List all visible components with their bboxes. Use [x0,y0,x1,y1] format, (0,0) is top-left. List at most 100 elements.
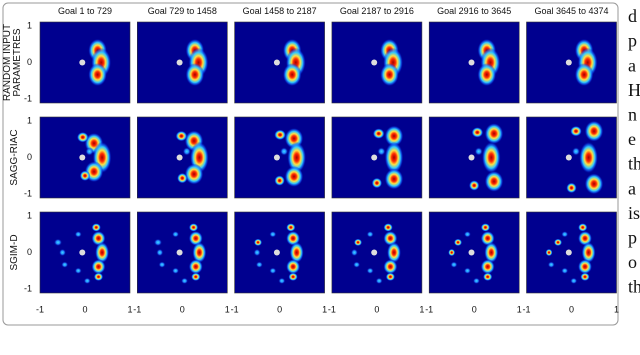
body-text-fragment: e [628,129,636,149]
density-blob [74,231,82,238]
y-tick-label: 0 [27,152,32,162]
body-text-fragment: a [628,55,636,75]
heatmap-panel [234,22,325,103]
density-blob [553,238,563,247]
density-blob [463,267,471,274]
density-blob [91,259,106,275]
density-blob [83,277,91,285]
column-header: Goal 2187 to 2916 [340,6,414,16]
density-blob [156,248,164,257]
density-blob [471,127,484,138]
start-point [79,154,86,161]
panel-border [137,116,228,199]
start-point [468,154,475,161]
density-blob [570,277,578,285]
density-blob [561,267,569,274]
start-point [273,154,280,161]
start-point [565,249,572,256]
start-point [273,59,280,66]
body-text-fragment: th [628,277,640,297]
density-blob [384,141,404,174]
density-blob [253,238,263,247]
density-blob [353,238,363,247]
heatmap-panel [137,22,228,103]
x-tick-label: -1 [328,304,336,314]
density-blob [58,248,67,257]
start-point [371,249,378,256]
row-label-line: SAGG-RIAC [9,129,20,185]
density-blob [571,147,581,156]
density-blob [85,147,94,156]
heatmap-panel [40,22,130,103]
x-tick-label: -1 [36,304,44,314]
x-tick-label: 0 [277,304,282,314]
heatmap-panel [429,22,520,103]
density-blob [353,261,361,268]
panel-border [526,211,617,294]
density-blob [483,272,493,282]
row-label-line: PARAMETRES [12,28,23,96]
x-tick-label: -1 [231,304,239,314]
density-blob [578,223,588,232]
density-blob [177,172,188,184]
density-blob [274,175,285,186]
density-blob [468,180,480,191]
row-label: SAGG-RIAC [9,129,20,185]
density-blob [158,261,166,268]
start-point [79,249,86,256]
heatmap-panel [234,212,325,293]
panel-border [331,211,423,294]
start-point [565,154,572,161]
density-blob [74,267,82,274]
density-blob [372,128,385,139]
body-text-fragment: a [628,178,636,198]
start-point [565,59,572,66]
density-blob [584,173,604,195]
density-blob [453,238,463,247]
row-label-line: RANDOM INPUT [2,24,13,101]
density-blob [545,248,553,257]
x-tick-label: 0 [472,304,477,314]
density-blob [175,130,188,142]
density-blob [448,248,456,257]
density-blob [561,231,569,238]
density-blob [181,277,189,285]
heatmap-panel [331,117,422,198]
density-blob [172,231,180,238]
x-tick-label: -1 [133,304,141,314]
density-blob [253,248,261,257]
density-blob [289,241,304,264]
density-blob [280,147,289,156]
density-blob [570,125,582,137]
panel-border [234,116,325,199]
x-tick-label: 0 [374,304,379,314]
density-blob [574,63,594,87]
y-tick-label: -1 [24,283,32,293]
density-blob [61,261,69,268]
density-blob [88,63,107,87]
density-blob [184,163,204,185]
x-tick-label: 1 [517,304,522,314]
body-text-fragment: p [628,228,637,248]
density-blob [366,267,374,274]
panel-border [234,21,325,104]
row-label: RANDOM INPUTPARAMETRES [2,24,23,101]
density-blob [484,123,504,145]
density-blob [53,238,63,247]
heatmap-panel [526,22,617,103]
start-point [176,154,183,161]
panel-border [39,211,131,294]
density-blob [484,241,499,264]
density-blob [182,147,191,156]
start-point [468,59,475,66]
x-tick-label: 0 [180,304,185,314]
density-blob [93,272,104,282]
body-text-fragment: H [628,80,640,100]
density-blob [383,223,393,232]
panel-border [234,211,325,294]
panel-border [428,21,520,104]
density-blob [375,277,383,285]
heatmap-panel [137,212,228,293]
density-blob [287,141,307,174]
density-blob [269,231,277,238]
